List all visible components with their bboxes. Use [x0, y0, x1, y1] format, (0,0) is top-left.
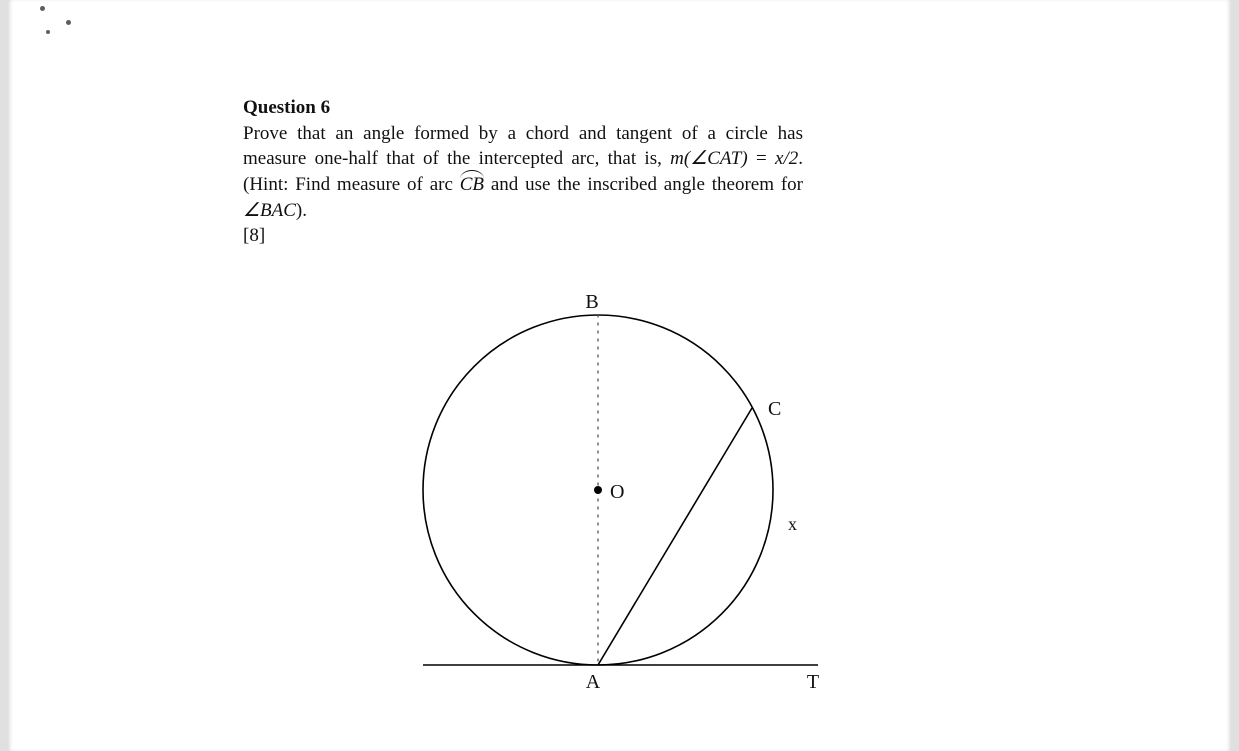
- angle-bac: ∠BAC: [243, 200, 296, 221]
- question-points: [8]: [243, 225, 803, 247]
- scan-artifact-dot: [66, 20, 71, 25]
- question-line3a: Find measure of arc: [295, 174, 460, 195]
- question-line3b: and use the inscribed angle theorem for: [484, 174, 803, 195]
- svg-text:B: B: [585, 291, 598, 313]
- svg-text:T: T: [807, 671, 819, 693]
- scan-page: Question 6 Prove that an angle formed by…: [0, 0, 1239, 751]
- arc-cb: CB: [460, 172, 484, 198]
- scan-artifact-dot: [40, 6, 45, 11]
- question-text: Question 6 Prove that an angle formed by…: [243, 95, 803, 223]
- scan-artifact-dot: [46, 30, 50, 34]
- question-block: Question 6 Prove that an angle formed by…: [243, 95, 803, 247]
- paper-sheet: Question 6 Prove that an angle formed by…: [8, 0, 1231, 751]
- eq-eq: =: [748, 148, 775, 169]
- eq-lhs: m(∠CAT): [670, 148, 748, 169]
- eq-rhs: x/2: [775, 148, 798, 169]
- figure: O B C A Tx: [388, 270, 888, 730]
- geometry-diagram: O B C A Tx: [388, 270, 888, 730]
- question-line3c: ).: [296, 200, 307, 221]
- svg-text:O: O: [610, 481, 624, 503]
- svg-text:A: A: [586, 671, 601, 693]
- question-line2a: one-half that of the intercepted arc, th…: [315, 148, 671, 169]
- svg-text:x: x: [788, 514, 797, 534]
- svg-text:C: C: [768, 398, 781, 420]
- question-label: Question 6: [243, 97, 330, 118]
